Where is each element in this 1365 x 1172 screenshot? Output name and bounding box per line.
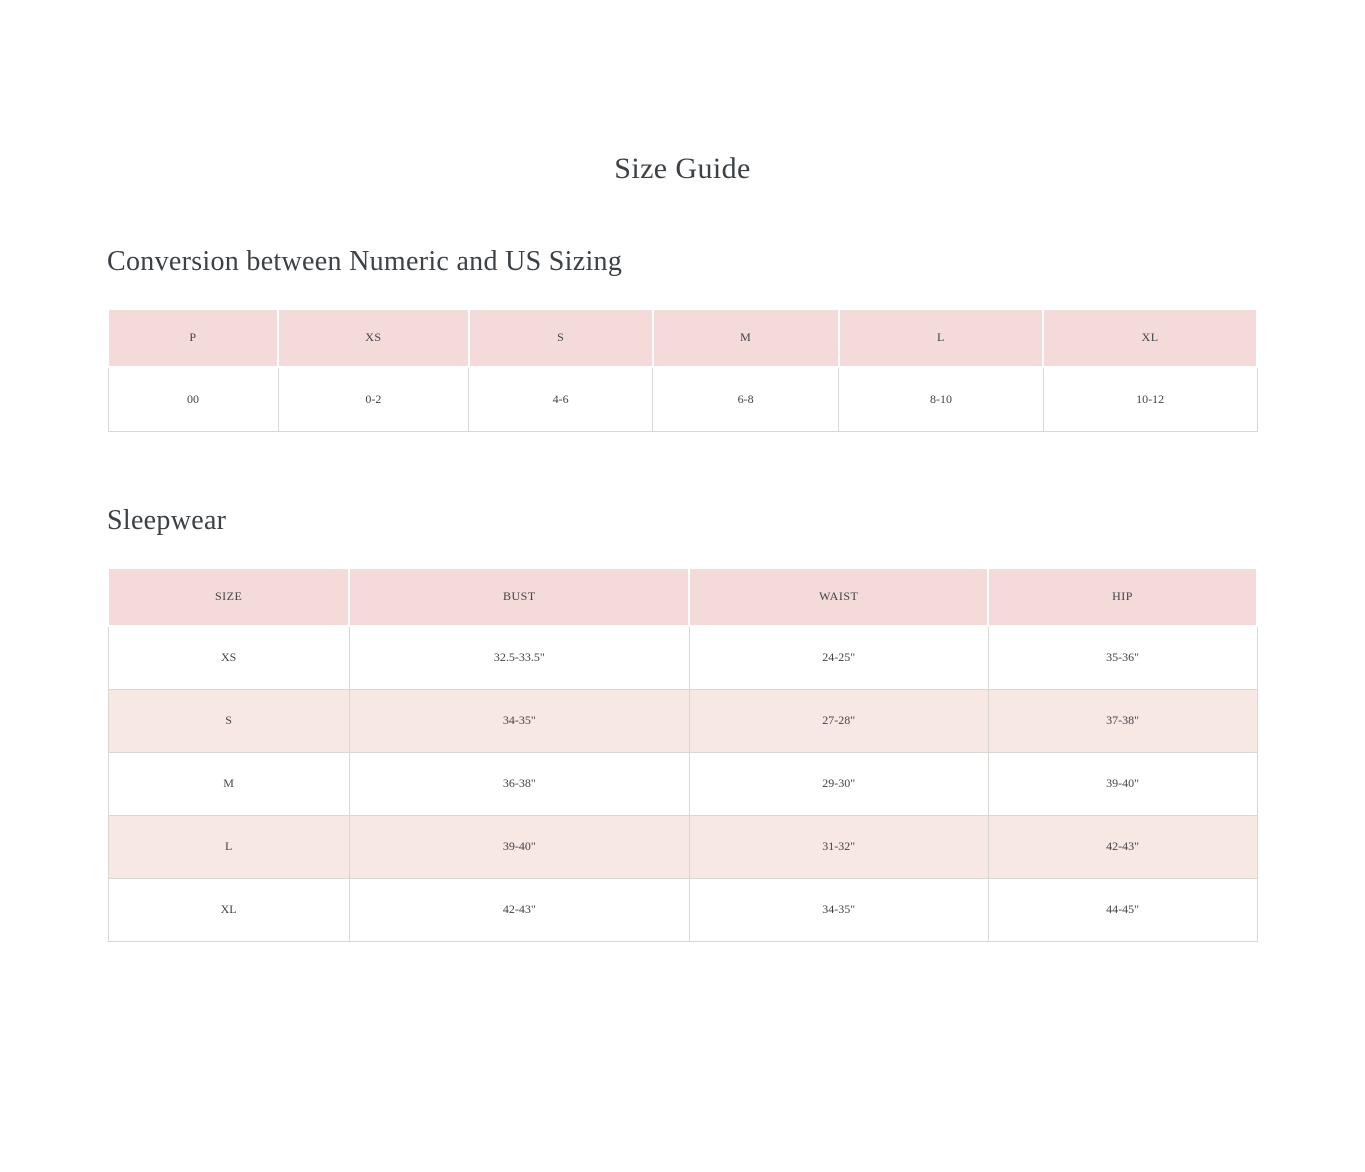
sleepwear-cell: L — [107, 814, 350, 879]
conversion-header-cell: M — [651, 307, 840, 368]
conversion-cell: 0-2 — [277, 366, 470, 432]
sleepwear-row-l: L 39-40" 31-32" 42-43" — [107, 814, 1258, 879]
sleepwear-row-xs: XS 32.5-33.5" 24-25" 35-36" — [107, 625, 1258, 690]
sleepwear-cell: S — [107, 688, 350, 753]
conversion-section-heading: Conversion between Numeric and US Sizing — [107, 245, 623, 277]
sleepwear-cell: 44-45" — [987, 877, 1258, 942]
sleepwear-header-cell: HIP — [987, 566, 1258, 627]
sleepwear-header-cell: BUST — [348, 566, 691, 627]
conversion-section: Conversion between Numeric and US Sizing… — [106, 245, 1258, 432]
sleepwear-cell: 32.5-33.5" — [348, 625, 690, 690]
sleepwear-cell: 35-36" — [987, 625, 1258, 690]
conversion-cell: 10-12 — [1042, 366, 1258, 432]
sleepwear-cell: 36-38" — [348, 751, 690, 816]
sleepwear-cell: XL — [107, 877, 350, 942]
sleepwear-cell: 24-25" — [688, 625, 989, 690]
sleepwear-cell: XS — [107, 625, 350, 690]
conversion-header-row: P XS S M L XL — [106, 307, 1258, 368]
sleepwear-cell: 37-38" — [987, 688, 1258, 753]
sleepwear-header-cell: WAIST — [688, 566, 990, 627]
sleepwear-header-cell: SIZE — [106, 566, 351, 627]
sleepwear-cell: M — [107, 751, 350, 816]
conversion-cell: 8-10 — [838, 366, 1044, 432]
conversion-table: P XS S M L XL 00 0-2 4-6 6-8 8-10 10-12 — [106, 307, 1258, 432]
sleepwear-cell: 39-40" — [987, 751, 1258, 816]
sleepwear-row-m: M 36-38" 29-30" 39-40" — [107, 751, 1258, 816]
conversion-cell: 6-8 — [652, 366, 840, 432]
page-title: Size Guide — [614, 152, 751, 185]
conversion-header-cell: L — [837, 307, 1045, 368]
conversion-header-cell: S — [467, 307, 654, 368]
sleepwear-cell: 34-35" — [688, 877, 989, 942]
sleepwear-section: Sleepwear SIZE BUST WAIST HIP XS 32. — [106, 504, 1258, 942]
sleepwear-cell: 34-35" — [348, 688, 690, 753]
sleepwear-cell: 27-28" — [688, 688, 989, 753]
sleepwear-cell: 42-43" — [348, 877, 690, 942]
conversion-header-cell: P — [106, 307, 280, 368]
conversion-cell: 00 — [107, 366, 279, 432]
sleepwear-cell: 42-43" — [987, 814, 1258, 879]
sleepwear-table: SIZE BUST WAIST HIP XS 32.5-33.5" 24-25"… — [106, 566, 1258, 942]
conversion-header-cell: XL — [1042, 307, 1258, 368]
page-content: Size Guide Conversion between Numeric an… — [0, 152, 1365, 942]
sleepwear-section-heading: Sleepwear — [107, 504, 227, 536]
sleepwear-header-row: SIZE BUST WAIST HIP — [106, 566, 1258, 627]
sleepwear-row-xl: XL 42-43" 34-35" 44-45" — [107, 877, 1258, 942]
conversion-data-row: 00 0-2 4-6 6-8 8-10 10-12 — [107, 366, 1258, 432]
sleepwear-cell: 29-30" — [688, 751, 989, 816]
conversion-cell: 4-6 — [468, 366, 654, 432]
sleepwear-cell: 39-40" — [348, 814, 690, 879]
sleepwear-row-s: S 34-35" 27-28" 37-38" — [107, 688, 1258, 753]
sleepwear-cell: 31-32" — [688, 814, 989, 879]
conversion-header-cell: XS — [277, 307, 470, 368]
